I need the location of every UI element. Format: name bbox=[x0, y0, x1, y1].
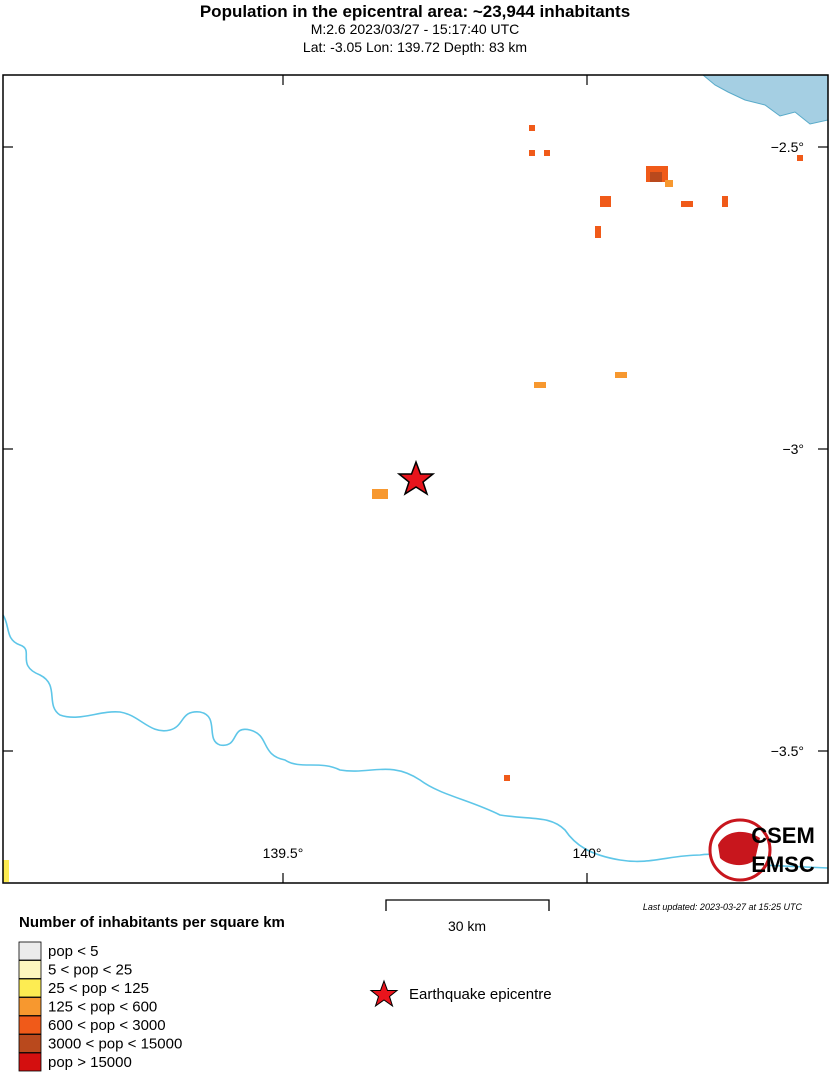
population-cell bbox=[3, 860, 9, 882]
population-cell bbox=[681, 201, 693, 207]
legend-swatch bbox=[18, 1015, 42, 1035]
population-cell bbox=[600, 196, 611, 207]
legend-label: 5 < pop < 25 bbox=[48, 962, 132, 979]
legend-swatch bbox=[18, 1034, 42, 1053]
legend-epicentre: Earthquake epicentre bbox=[409, 986, 552, 1003]
population-cell bbox=[615, 372, 627, 378]
population-cell bbox=[504, 775, 510, 781]
epicentre-star bbox=[396, 459, 436, 496]
legend-star bbox=[369, 979, 399, 1008]
logo-text: EMSC bbox=[751, 852, 815, 877]
legend-swatch bbox=[18, 997, 42, 1016]
legend-label: 600 < pop < 3000 bbox=[48, 1017, 166, 1034]
lat-label: −3° bbox=[782, 441, 804, 457]
population-cell bbox=[544, 150, 550, 156]
subtitle: Lat: -3.05 Lon: 139.72 Depth: 83 km bbox=[303, 39, 527, 55]
legend-swatch bbox=[18, 978, 42, 998]
legend-swatch bbox=[18, 960, 42, 979]
legend-label: 25 < pop < 125 bbox=[48, 980, 149, 997]
legend-swatch bbox=[18, 941, 42, 961]
legend-swatch bbox=[18, 1052, 42, 1072]
population-cell bbox=[722, 196, 728, 207]
logo-shape bbox=[718, 831, 760, 866]
river bbox=[2, 614, 829, 869]
population-cell bbox=[650, 172, 662, 182]
last-updated: Last updated: 2023-03-27 at 15:25 UTC bbox=[643, 902, 803, 912]
title: Population in the epicentral area: ~23,9… bbox=[200, 2, 630, 21]
population-cell bbox=[797, 155, 803, 161]
subtitle: M:2.6 2023/03/27 - 15:17:40 UTC bbox=[311, 21, 520, 37]
population-cell bbox=[529, 125, 535, 131]
population-cell bbox=[534, 382, 546, 388]
ticks bbox=[3, 75, 828, 883]
legend-label: pop < 5 bbox=[48, 943, 98, 960]
population-cell bbox=[529, 150, 535, 156]
lat-label: −3.5° bbox=[771, 743, 804, 759]
map-frame bbox=[2, 74, 829, 884]
population-cells bbox=[3, 125, 803, 882]
legend-label: pop > 15000 bbox=[48, 1054, 132, 1071]
population-cell bbox=[665, 180, 673, 187]
scale-label: 30 km bbox=[448, 918, 486, 934]
lon-label: 139.5° bbox=[263, 845, 304, 861]
scale-bar bbox=[385, 899, 550, 911]
logo: CSEM EMSC bbox=[708, 818, 815, 882]
legend-label: 3000 < pop < 15000 bbox=[48, 1036, 182, 1053]
lat-label: −2.5° bbox=[771, 139, 804, 155]
map: −2.5° −3° −3.5° 139.5° 140° CSEM EMSC bbox=[2, 74, 829, 884]
lon-label: 140° bbox=[573, 845, 602, 861]
logo-text: CSEM bbox=[751, 823, 815, 848]
population-cell bbox=[372, 489, 388, 499]
legend-label: 125 < pop < 600 bbox=[48, 999, 157, 1016]
legend-title: Number of inhabitants per square km bbox=[19, 914, 285, 931]
population-cell bbox=[595, 226, 601, 238]
